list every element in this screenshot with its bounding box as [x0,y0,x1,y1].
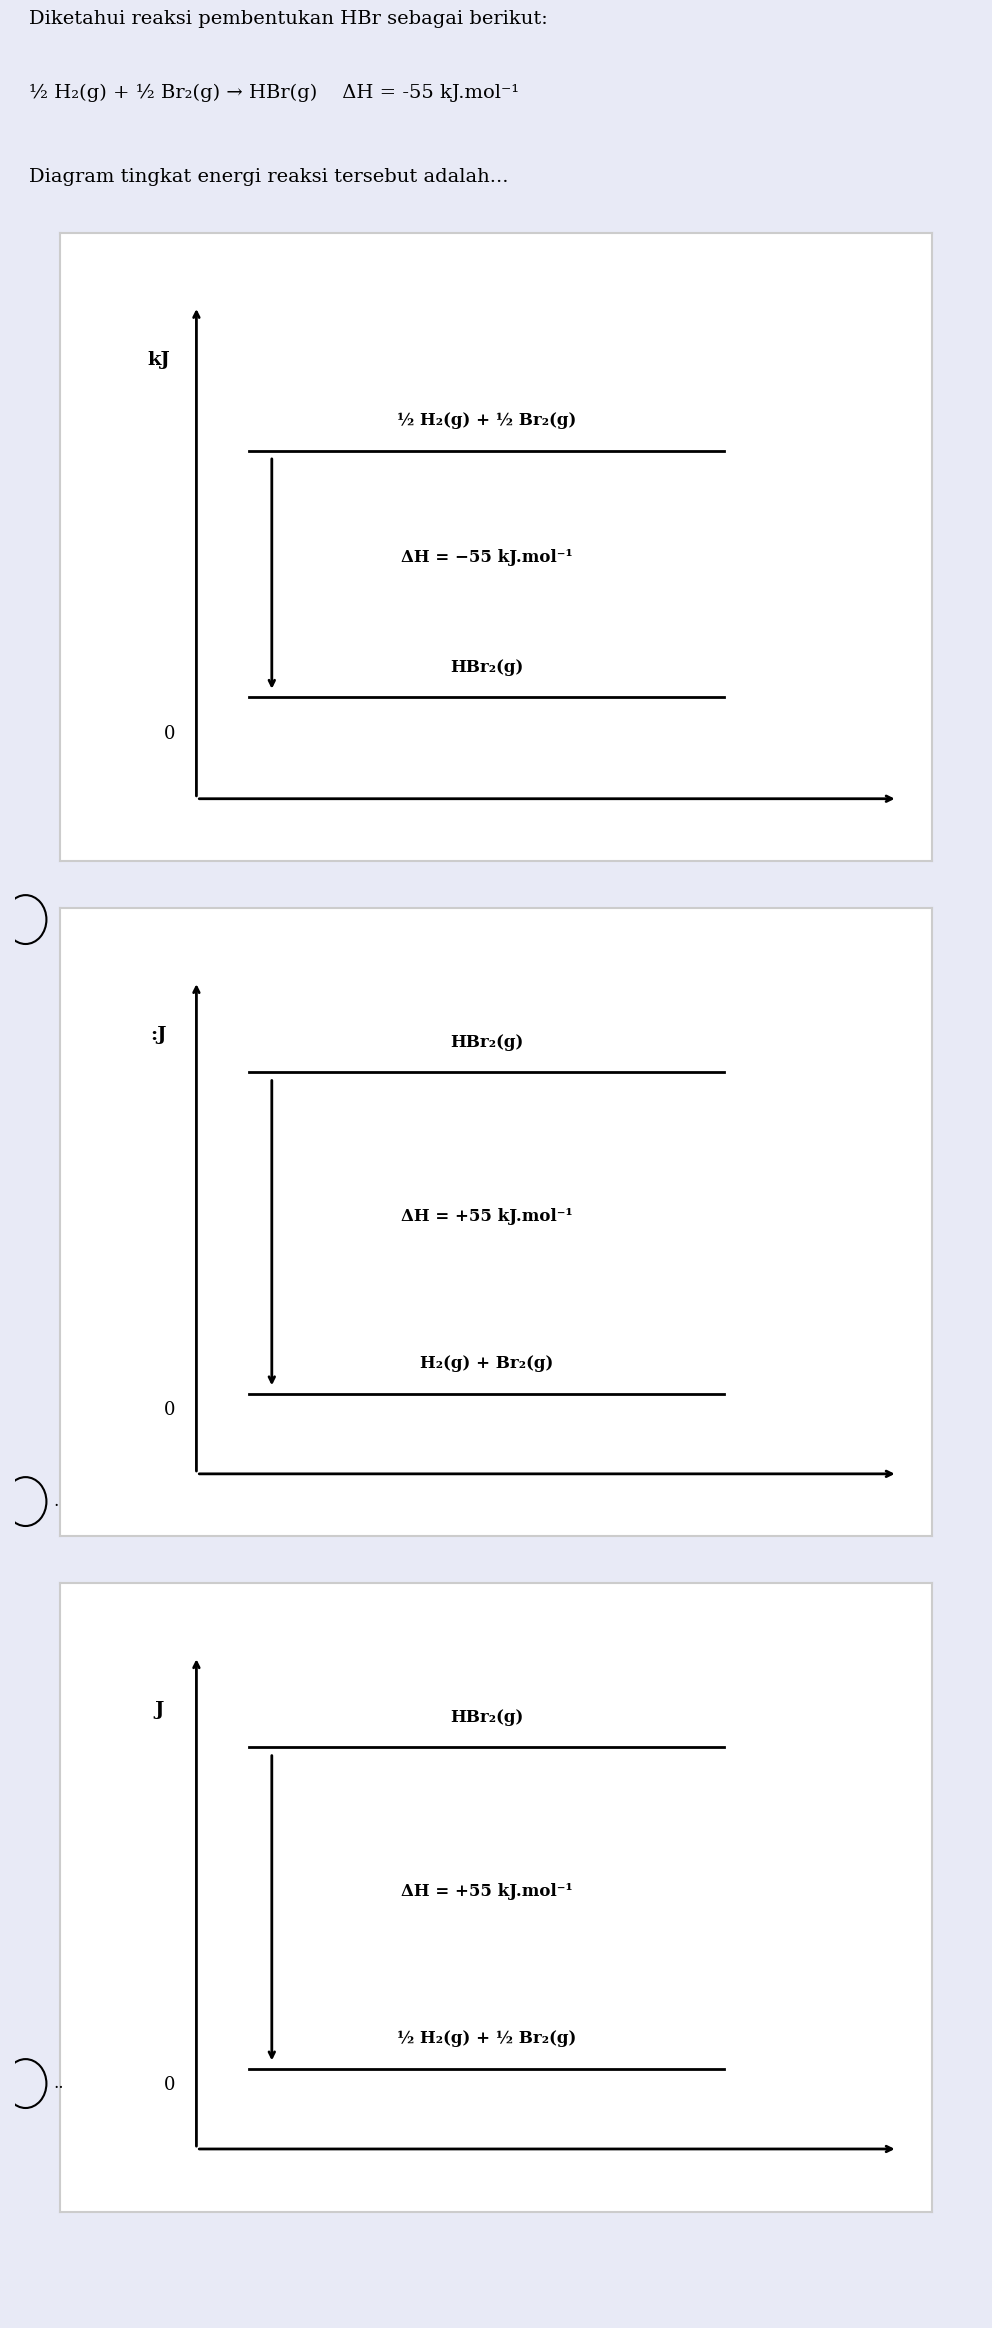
Text: ½ H₂(g) + ½ Br₂(g) → HBr(g)    ΔH = -55 kJ.mol⁻¹: ½ H₂(g) + ½ Br₂(g) → HBr(g) ΔH = -55 kJ.… [30,84,520,102]
Text: HBr₂(g): HBr₂(g) [450,1034,524,1050]
Text: H₂(g) + Br₂(g): H₂(g) + Br₂(g) [420,1355,554,1371]
Text: Diketahui reaksi pembentukan HBr sebagai berikut:: Diketahui reaksi pembentukan HBr sebagai… [30,12,549,28]
Text: J: J [154,1702,164,1718]
Text: 0: 0 [165,2077,176,2093]
Text: ΔH = +55 kJ.mol⁻¹: ΔH = +55 kJ.mol⁻¹ [401,1883,572,1900]
Text: HBr₂(g): HBr₂(g) [450,659,524,675]
Text: :J: :J [151,1027,167,1043]
Text: ..: .. [54,2074,64,2093]
Text: Diagram tingkat energi reaksi tersebut adalah...: Diagram tingkat energi reaksi tersebut a… [30,168,509,186]
Text: 0: 0 [165,726,176,743]
Text: HBr₂(g): HBr₂(g) [450,1709,524,1725]
Text: ΔH = −55 kJ.mol⁻¹: ΔH = −55 kJ.mol⁻¹ [401,549,572,566]
Text: 0: 0 [165,1401,176,1418]
Text: ½ H₂(g) + ½ Br₂(g): ½ H₂(g) + ½ Br₂(g) [397,412,576,428]
Text: kJ: kJ [148,352,170,368]
Text: ΔH = +55 kJ.mol⁻¹: ΔH = +55 kJ.mol⁻¹ [401,1208,572,1225]
Text: ½ H₂(g) + ½ Br₂(g): ½ H₂(g) + ½ Br₂(g) [397,2030,576,2046]
Text: .: . [54,1492,59,1511]
